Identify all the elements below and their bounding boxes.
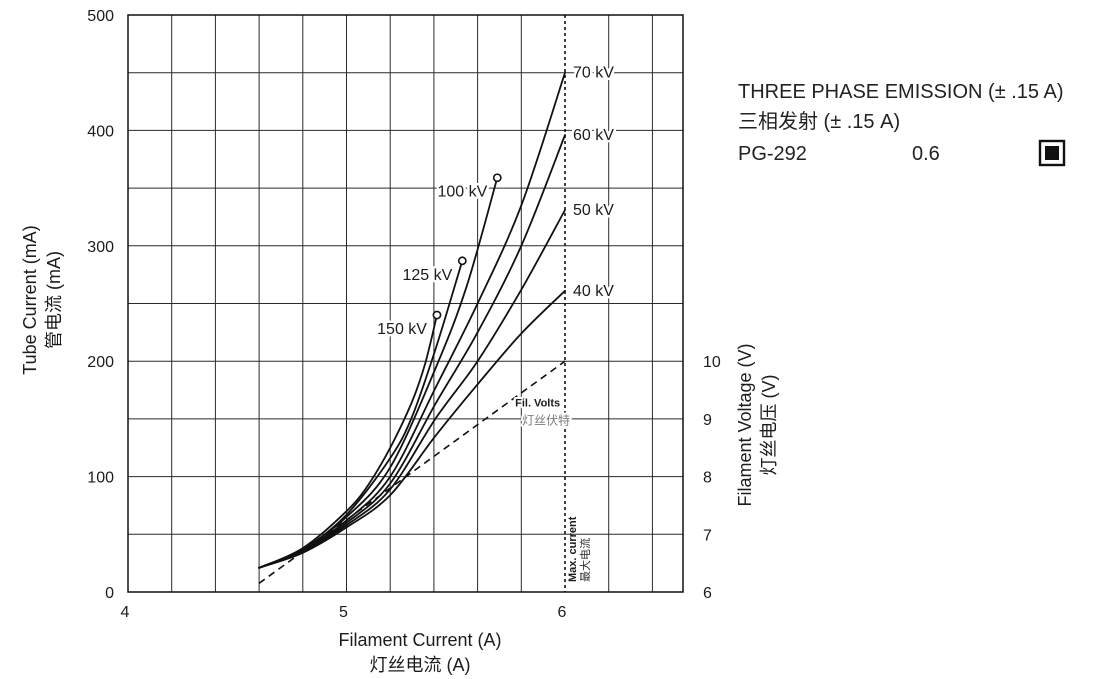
x-axis-title-zh: 灯丝电流 (A) <box>370 655 471 675</box>
series-lines <box>258 71 566 584</box>
series-end-marker-150-kv <box>432 310 442 320</box>
series-end-marker-100-kv <box>492 173 502 183</box>
series-label-125-kv: 125 kV <box>402 267 452 284</box>
x-tick-label: 4 <box>121 604 130 621</box>
series-line-150-kv <box>258 314 438 569</box>
series-label-40-kv: 40 kV <box>573 283 614 300</box>
y-tick-label: 0 <box>105 585 114 602</box>
y2-axis-title: Filament Voltage (V) <box>735 343 755 506</box>
y2-tick-label: 8 <box>703 470 712 487</box>
series-line-50-kv <box>258 209 566 569</box>
series-line-100-kv <box>258 176 499 569</box>
plot-frame <box>127 14 684 593</box>
x-axis-title: Filament Current (A) <box>338 630 501 650</box>
y-tick-label: 200 <box>87 354 114 371</box>
series-label-70-kv: 70 kV <box>573 65 614 82</box>
chart-annotations: 150 kV 125 kV 100 kV 70 kV 60 kV 50 kV 40 kV Fi… <box>375 62 617 582</box>
series-line-125-kv <box>258 259 464 569</box>
legend-title-en: THREE PHASE EMISSION (± .15 A) <box>738 81 1064 103</box>
y-axis-title: Tube Current (mA) <box>20 225 40 374</box>
y2-axis-title-zh: 灯丝电压 (V) <box>759 375 779 476</box>
series-line-70-kv <box>258 71 566 569</box>
max-current-label: Max. current <box>567 516 579 582</box>
plot-grid <box>127 14 684 593</box>
model-name: PG-292 <box>738 143 807 165</box>
series-line-40-kv <box>258 289 566 569</box>
y2-tick-label: 9 <box>703 412 712 429</box>
x-tick-label: 6 <box>558 604 567 621</box>
series-line-60-kv <box>258 134 566 569</box>
legend-title-zh: 三相发射 (± .15 A) <box>738 110 900 133</box>
series-label-100-kv: 100 kV <box>437 184 487 201</box>
max-current-label-zh: 最大电流 <box>578 538 592 582</box>
series-label-50-kv: 50 kV <box>573 202 614 219</box>
tick-labels: 4 5 6 0 100 200 300 400 500 6 7 8 9 10 <box>87 8 721 621</box>
y-tick-label: 500 <box>87 8 114 25</box>
series-label-fil-volts-zh: 灯丝伏特 <box>522 413 570 428</box>
y2-tick-label: 10 <box>703 354 721 371</box>
y-tick-label: 300 <box>87 239 114 256</box>
x-tick-label: 5 <box>339 604 348 621</box>
series-end-marker-125-kv <box>457 256 467 266</box>
filled-square-in-box-icon <box>1038 139 1066 167</box>
series-label-60-kv: 60 kV <box>573 127 614 144</box>
y2-tick-label: 7 <box>703 527 712 544</box>
emission-legend: THREE PHASE EMISSION (± .15 A) 三相发射 (± .… <box>738 81 1066 167</box>
y2-tick-label: 6 <box>703 585 712 602</box>
focal-spot-value: 0.6 <box>912 143 940 165</box>
y-tick-label: 400 <box>87 123 114 140</box>
icon-fill <box>1045 146 1059 160</box>
y-axis-title-zh: 管电流 (mA) <box>44 251 64 349</box>
series-label-150-kv: 150 kV <box>377 321 427 338</box>
y-tick-label: 100 <box>87 470 114 487</box>
series-label-fil-volts: Fil. Volts <box>515 398 560 410</box>
